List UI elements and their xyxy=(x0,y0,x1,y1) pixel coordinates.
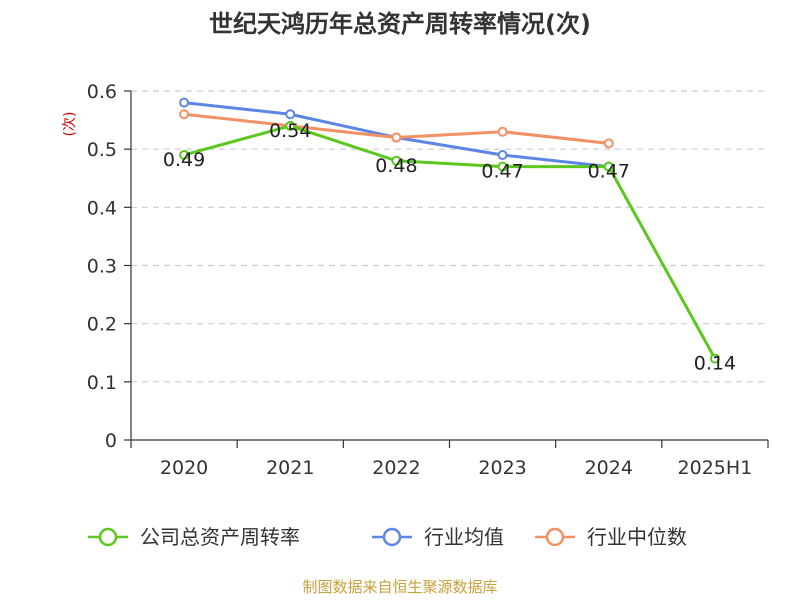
x-tick-label: 2025H1 xyxy=(678,457,753,479)
data-point xyxy=(179,149,190,160)
y-tick-label: 0.4 xyxy=(87,197,117,219)
legend[interactable]: 公司总资产周转率 行业均值 行业中位数 xyxy=(88,525,687,549)
data-point xyxy=(285,109,296,120)
x-tick-label: 2022 xyxy=(372,457,420,479)
legend-label: 行业均值 xyxy=(424,525,504,549)
data-point xyxy=(603,161,614,172)
axes: 0 0.1 0.2 0.3 0.4 0.5 0.6 2020 2021 2022 2023 2024 2… xyxy=(87,81,769,479)
legend-marker xyxy=(545,527,565,547)
y-tick-label: 0.2 xyxy=(87,314,117,336)
data-point xyxy=(391,132,402,143)
y-axis-label: (次) xyxy=(62,112,78,137)
data-point xyxy=(391,155,402,166)
legend-item[interactable]: 行业中位数 xyxy=(535,525,687,549)
data-label: 0.54 xyxy=(269,120,311,142)
data-point xyxy=(285,120,296,131)
y-tick-label: 0.3 xyxy=(87,256,117,278)
y-tick-label: 0.6 xyxy=(87,81,117,103)
data-point xyxy=(603,138,614,149)
chart-title: 世纪天鸿历年总资产周转率情况(次) xyxy=(209,10,591,38)
x-tick-label: 2024 xyxy=(585,457,633,479)
data-point xyxy=(709,353,720,364)
data-point xyxy=(179,109,190,120)
legend-label: 公司总资产周转率 xyxy=(140,525,300,549)
data-labels: 0.49 0.54 0.48 0.47 0.47 0.14 xyxy=(163,120,736,375)
data-point xyxy=(497,126,508,137)
data-point xyxy=(497,149,508,160)
data-point xyxy=(497,161,508,172)
legend-label: 行业中位数 xyxy=(587,525,687,549)
x-tick-label: 2021 xyxy=(266,457,314,479)
legend-item[interactable]: 公司总资产周转率 xyxy=(88,525,300,549)
legend-marker xyxy=(382,527,402,547)
y-tick-label: 0.5 xyxy=(87,139,117,161)
legend-marker xyxy=(98,527,118,547)
data-point xyxy=(179,97,190,108)
data-label: 0.14 xyxy=(694,353,736,375)
x-tick-label: 2020 xyxy=(160,457,208,479)
series-line xyxy=(183,124,717,360)
data-label: 0.49 xyxy=(163,149,205,171)
x-tick-label: 2023 xyxy=(478,457,526,479)
legend-item[interactable]: 行业均值 xyxy=(372,525,504,549)
y-tick-label: 0 xyxy=(105,430,117,452)
series-lines xyxy=(179,97,720,364)
source-note: 制图数据来自恒生聚源数据库 xyxy=(302,578,497,596)
data-label: 0.48 xyxy=(375,155,417,177)
data-label: 0.47 xyxy=(481,161,523,183)
y-tick-label: 0.1 xyxy=(87,372,117,394)
data-label: 0.47 xyxy=(588,161,630,183)
